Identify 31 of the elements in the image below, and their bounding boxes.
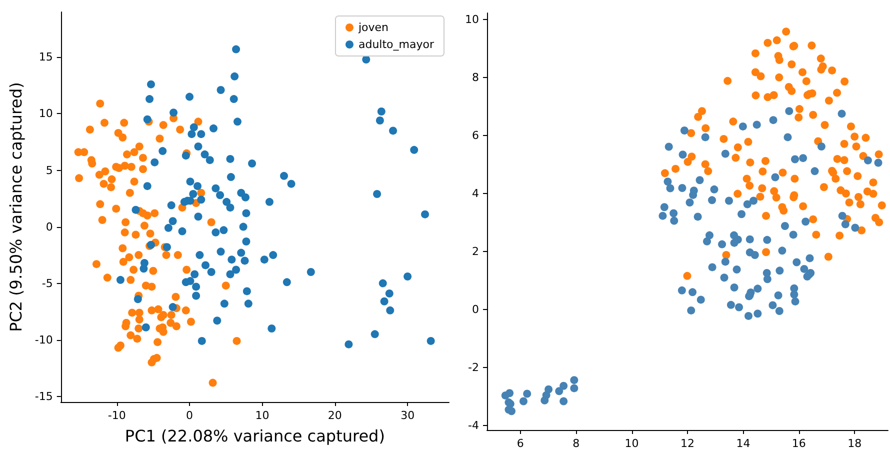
y-tick-label: 4	[472, 186, 479, 200]
y-tick-label: 0	[46, 220, 53, 234]
y-tick-label: -15	[34, 390, 53, 403]
y-axis-title: PC2 (9.50% variance captured)	[6, 82, 26, 332]
x-tick-label: 30	[400, 409, 415, 422]
x-tick-label: 12	[680, 437, 694, 449]
x-tick-label: 14	[736, 437, 750, 449]
x-tick-label: 6	[516, 437, 524, 449]
x-tick-label: 8	[572, 437, 580, 449]
y-tick-label: -4	[468, 419, 479, 432]
x-axis-title: PC1 (22.08% variance captured)	[124, 426, 385, 446]
x-tick-label: 18	[848, 437, 862, 449]
x-tick-label: 20	[328, 409, 342, 422]
y-tick-label: 8	[472, 70, 479, 84]
y-tick-label: 2	[472, 245, 479, 258]
y-tick-label: 5	[46, 164, 53, 177]
y-tick-label: 0	[472, 303, 479, 316]
x-tick-label: 16	[792, 437, 806, 449]
y-tick-label: 6	[472, 128, 479, 142]
y-tick-label: 15	[38, 50, 53, 64]
x-tick-label: 10	[255, 409, 270, 422]
legend-label: adulto_mayor	[358, 38, 434, 51]
y-tick-label: 10	[38, 107, 53, 120]
legend-label: joven	[357, 21, 389, 34]
y-tick-label: -10	[34, 333, 53, 346]
y-tick-label: -2	[468, 361, 479, 374]
y-tick-label: -5	[42, 276, 53, 290]
x-tick-label: 10	[624, 437, 639, 449]
y-tick-label: 10	[465, 12, 479, 26]
x-tick-label: -10	[108, 409, 126, 422]
x-tick-label: 0	[186, 409, 194, 422]
